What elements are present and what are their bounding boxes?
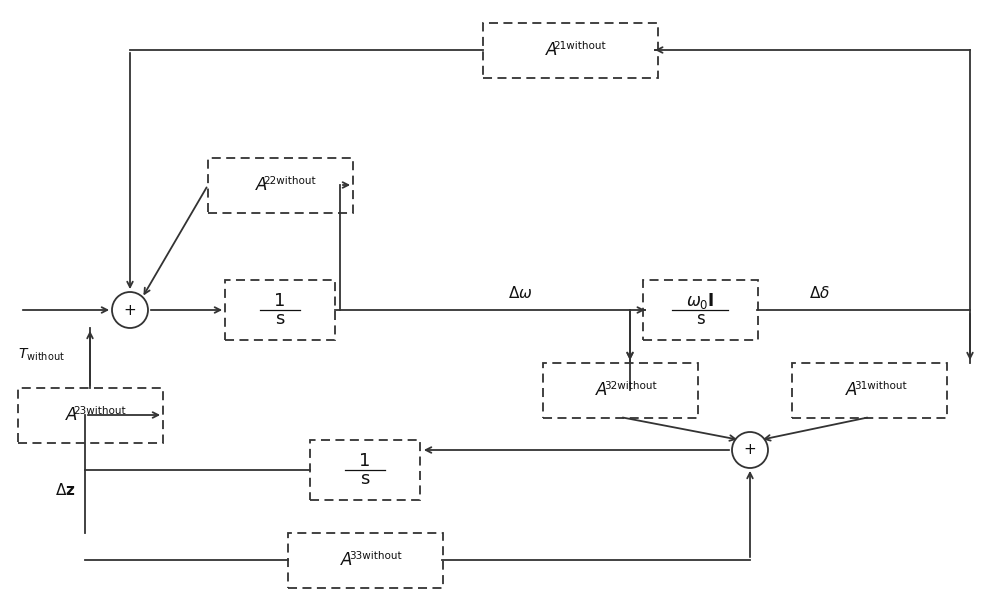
Bar bbox=[208, 158, 352, 212]
Text: 1: 1 bbox=[359, 452, 371, 470]
Text: $\Delta\omega$: $\Delta\omega$ bbox=[508, 285, 532, 301]
Text: 1: 1 bbox=[274, 292, 286, 310]
Text: 22without: 22without bbox=[264, 176, 316, 186]
Text: $\Delta\mathbf{z}$: $\Delta\mathbf{z}$ bbox=[55, 482, 76, 498]
Text: $\mathit{A}$: $\mathit{A}$ bbox=[845, 381, 859, 399]
Text: s: s bbox=[360, 470, 370, 488]
Text: $\mathit{A}$: $\mathit{A}$ bbox=[545, 41, 559, 59]
Text: +: + bbox=[744, 443, 756, 457]
Text: 23without: 23without bbox=[74, 406, 126, 416]
Bar bbox=[642, 280, 758, 340]
Text: $\omega_0\mathbf{I}$: $\omega_0\mathbf{I}$ bbox=[686, 291, 714, 311]
Text: $\mathit{A}$: $\mathit{A}$ bbox=[255, 176, 269, 194]
Bar bbox=[792, 362, 947, 418]
Text: $\mathit{A}$: $\mathit{A}$ bbox=[595, 381, 609, 399]
Text: 32without: 32without bbox=[604, 381, 656, 391]
Text: $\mathit{A}$: $\mathit{A}$ bbox=[340, 551, 354, 569]
Text: 33without: 33without bbox=[349, 551, 401, 561]
Text: 31without: 31without bbox=[854, 381, 906, 391]
Text: 21without: 21without bbox=[554, 41, 606, 51]
Text: $\mathit{A}$: $\mathit{A}$ bbox=[65, 406, 79, 424]
Bar bbox=[542, 362, 698, 418]
Bar bbox=[18, 387, 163, 443]
Bar bbox=[288, 532, 442, 588]
Bar bbox=[225, 280, 335, 340]
Text: +: + bbox=[124, 303, 136, 317]
Text: s: s bbox=[696, 310, 704, 328]
Text: $T_{\rm without}$: $T_{\rm without}$ bbox=[18, 347, 65, 363]
Text: $\Delta\delta$: $\Delta\delta$ bbox=[809, 285, 831, 301]
Bar bbox=[310, 440, 420, 500]
Bar bbox=[482, 23, 658, 77]
Text: s: s bbox=[275, 310, 285, 328]
